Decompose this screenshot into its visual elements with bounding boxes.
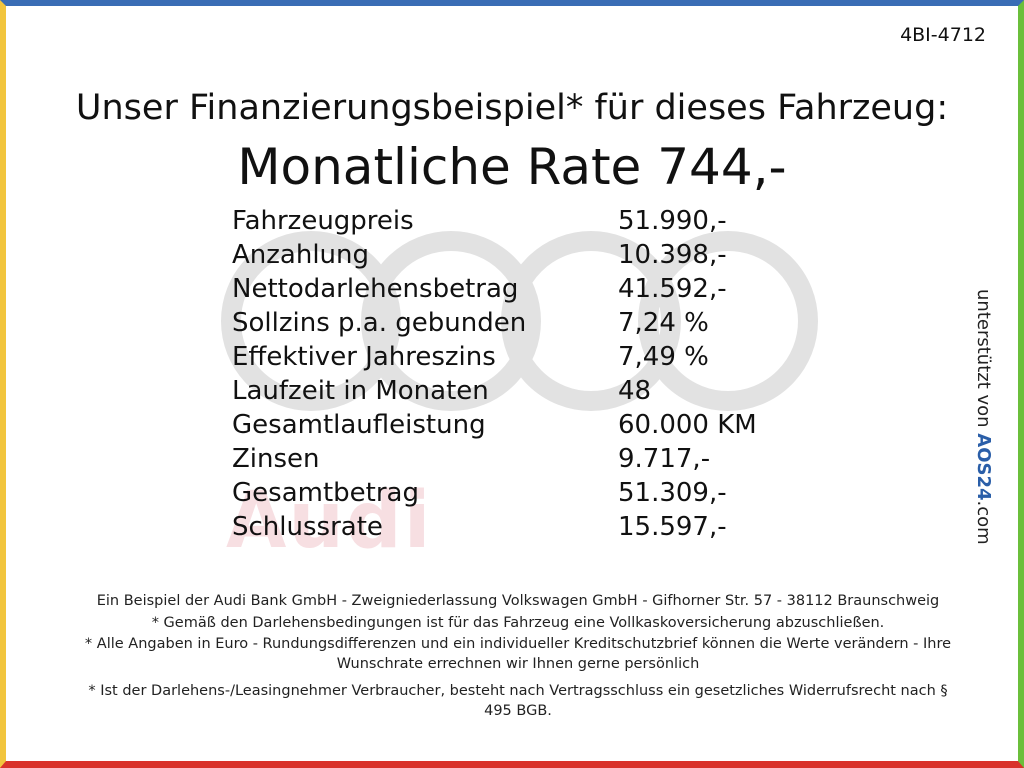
row-label: Nettodarlehensbetrag bbox=[232, 274, 519, 304]
row-value: 10.398,- bbox=[618, 240, 727, 270]
footer-line: Ein Beispiel der Audi Bank GmbH - Zweign… bbox=[96, 593, 940, 609]
row-label: Schlussrate bbox=[232, 512, 383, 542]
row-label: Sollzins p.a. gebunden bbox=[232, 308, 527, 338]
row-label: Effektiver Jahreszins bbox=[232, 342, 496, 372]
row-value: 51.309,- bbox=[618, 478, 727, 508]
row-label: Zinsen bbox=[232, 444, 320, 474]
row-label: Fahrzeugpreis bbox=[232, 206, 414, 236]
watermark-text: Audi bbox=[226, 476, 433, 566]
row-value: 9.717,- bbox=[618, 444, 711, 474]
row-value: 48 bbox=[618, 376, 652, 406]
row-value: 15.597,- bbox=[618, 512, 727, 542]
sponsor-prefix: unterstützt von bbox=[973, 289, 994, 428]
footer-line: * Alle Angaben in Euro - Rundungsdiffere… bbox=[84, 636, 952, 672]
row-value: 7,24 % bbox=[618, 308, 709, 338]
row-label: Gesamtlaufleistung bbox=[232, 410, 486, 440]
sponsor-note: unterstützt von AOS24.com bbox=[973, 289, 994, 545]
row-label: Anzahlung bbox=[232, 240, 370, 270]
footer-line: * Ist der Darlehens-/Leasingnehmer Verbr… bbox=[88, 683, 948, 719]
sponsor-suffix: .com bbox=[973, 500, 994, 545]
row-value: 60.000 KM bbox=[618, 410, 757, 440]
title: Unser Finanzierungsbeispiel* für dieses … bbox=[75, 88, 949, 128]
rings-watermark bbox=[221, 231, 818, 411]
row-label: Laufzeit in Monaten bbox=[232, 376, 489, 406]
vehicle-code: 4BI-4712 bbox=[900, 24, 986, 46]
row-value: 7,49 % bbox=[618, 342, 709, 372]
footer: Ein Beispiel der Audi Bank GmbH - Zweign… bbox=[76, 592, 960, 723]
sponsor-logo: AOS24 bbox=[973, 433, 994, 501]
row-label: Gesamtbetrag bbox=[232, 478, 419, 508]
monthly-rate: Monatliche Rate 744,- bbox=[237, 138, 787, 196]
row-value: 51.990,- bbox=[618, 206, 727, 236]
row-value: 41.592,- bbox=[618, 274, 727, 304]
footer-line: * Gemäß den Darlehensbedingungen ist für… bbox=[151, 614, 885, 631]
